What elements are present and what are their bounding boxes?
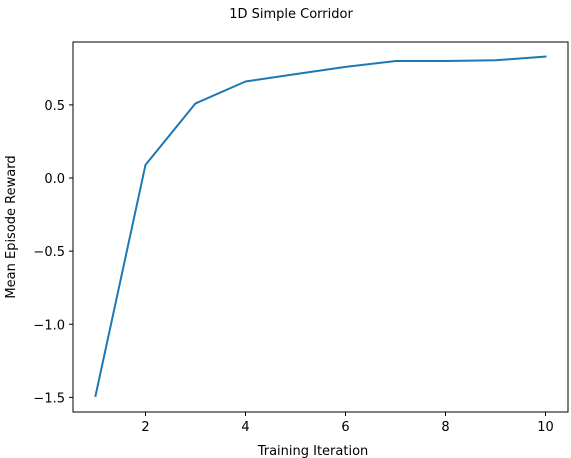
x-axis-title: Training Iteration <box>257 444 369 458</box>
series-line <box>94 55 547 398</box>
y-tick-label: −1.0 <box>33 318 65 333</box>
plot-frame <box>72 41 569 413</box>
y-axis-title: Mean Episode Reward <box>4 155 19 298</box>
chart-title: 1D Simple Corridor <box>229 7 353 22</box>
y-tick-label: −1.5 <box>33 391 65 406</box>
y-tick-label: −0.5 <box>33 245 65 260</box>
y-tick-label: 0.5 <box>44 99 65 114</box>
x-tick-label: 2 <box>141 420 149 435</box>
series-layer <box>94 55 547 398</box>
x-tick-label: 8 <box>441 420 449 435</box>
y-axis-ticks: −1.5 −1.0 −0.5 0.0 0.5 <box>33 99 73 406</box>
x-tick-label: 10 <box>537 420 554 435</box>
x-axis-ticks: 2 4 6 8 10 <box>141 412 554 435</box>
x-tick-label: 6 <box>341 420 349 435</box>
y-tick-label: 0.0 <box>44 172 65 187</box>
x-tick-label: 4 <box>241 420 249 435</box>
